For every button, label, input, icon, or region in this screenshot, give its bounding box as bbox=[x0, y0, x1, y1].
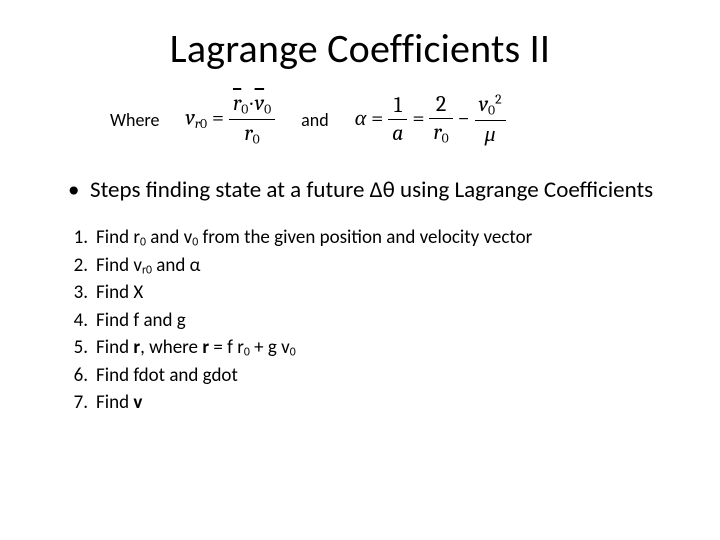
step-number: 3. bbox=[66, 279, 88, 307]
page-title: Lagrange Coefficients II bbox=[40, 24, 680, 73]
bullet-steps-heading: • Steps finding state at a future Δθ usi… bbox=[68, 176, 680, 204]
step-text: Find fdot and gdot bbox=[96, 362, 238, 390]
step-text: Find r, where r = f r0 + g v0 bbox=[96, 334, 296, 362]
list-item: 5. Find r, where r = f r0 + g v0 bbox=[66, 334, 680, 362]
step-text: Find v bbox=[96, 389, 142, 417]
steps-list: 1. Find r0 and v0 from the given positio… bbox=[66, 224, 680, 417]
text-frag: + g v bbox=[250, 336, 290, 359]
step-number: 2. bbox=[66, 252, 88, 280]
step-number: 7. bbox=[66, 389, 88, 417]
list-item: 6. Find fdot and gdot bbox=[66, 362, 680, 390]
list-item: 1. Find r0 and v0 from the given positio… bbox=[66, 224, 680, 252]
text-frag: Find r bbox=[96, 226, 140, 249]
where-label: Where bbox=[110, 109, 159, 131]
text-frag: = f r bbox=[209, 336, 244, 359]
subscript: 0 bbox=[290, 346, 296, 360]
step-text: Find r0 and v0 from the given position a… bbox=[96, 224, 532, 252]
bullet-marker: • bbox=[68, 176, 78, 204]
step-text: Find X bbox=[96, 279, 143, 307]
step-number: 4. bbox=[66, 307, 88, 335]
list-item: 2. Find vr0 and α bbox=[66, 252, 680, 280]
list-item: 7. Find v bbox=[66, 389, 680, 417]
bullet-block: • Steps finding state at a future Δθ usi… bbox=[68, 176, 680, 204]
bullet-text: Steps finding state at a future Δθ using… bbox=[90, 176, 653, 204]
equation-vr0: vr0 = r0·v0 r0 bbox=[185, 91, 275, 148]
text-frag: Find bbox=[96, 336, 133, 359]
text-frag: Find v bbox=[96, 254, 142, 277]
slide: Lagrange Coefficients II Where vr0 = r0·… bbox=[0, 0, 720, 540]
text-frag: and v bbox=[146, 226, 192, 249]
step-number: 6. bbox=[66, 362, 88, 390]
text-frag: and α bbox=[152, 254, 200, 277]
step-number: 1. bbox=[66, 224, 88, 252]
and-label: and bbox=[301, 109, 329, 131]
bold-v: v bbox=[133, 391, 142, 414]
text-frag: , where bbox=[140, 336, 202, 359]
text-frag: Find bbox=[96, 391, 133, 414]
step-number: 5. bbox=[66, 334, 88, 362]
equation-row: Where vr0 = r0·v0 r0 and α = 1a = 2r0 − … bbox=[110, 91, 680, 148]
list-item: 3. Find X bbox=[66, 279, 680, 307]
list-item: 4. Find f and g bbox=[66, 307, 680, 335]
step-text: Find f and g bbox=[96, 307, 186, 335]
text-frag: from the given position and velocity vec… bbox=[198, 226, 532, 249]
step-text: Find vr0 and α bbox=[96, 252, 200, 280]
equation-alpha: α = 1a = 2r0 − v02 μ bbox=[355, 92, 506, 147]
subscript: r0 bbox=[142, 263, 152, 277]
